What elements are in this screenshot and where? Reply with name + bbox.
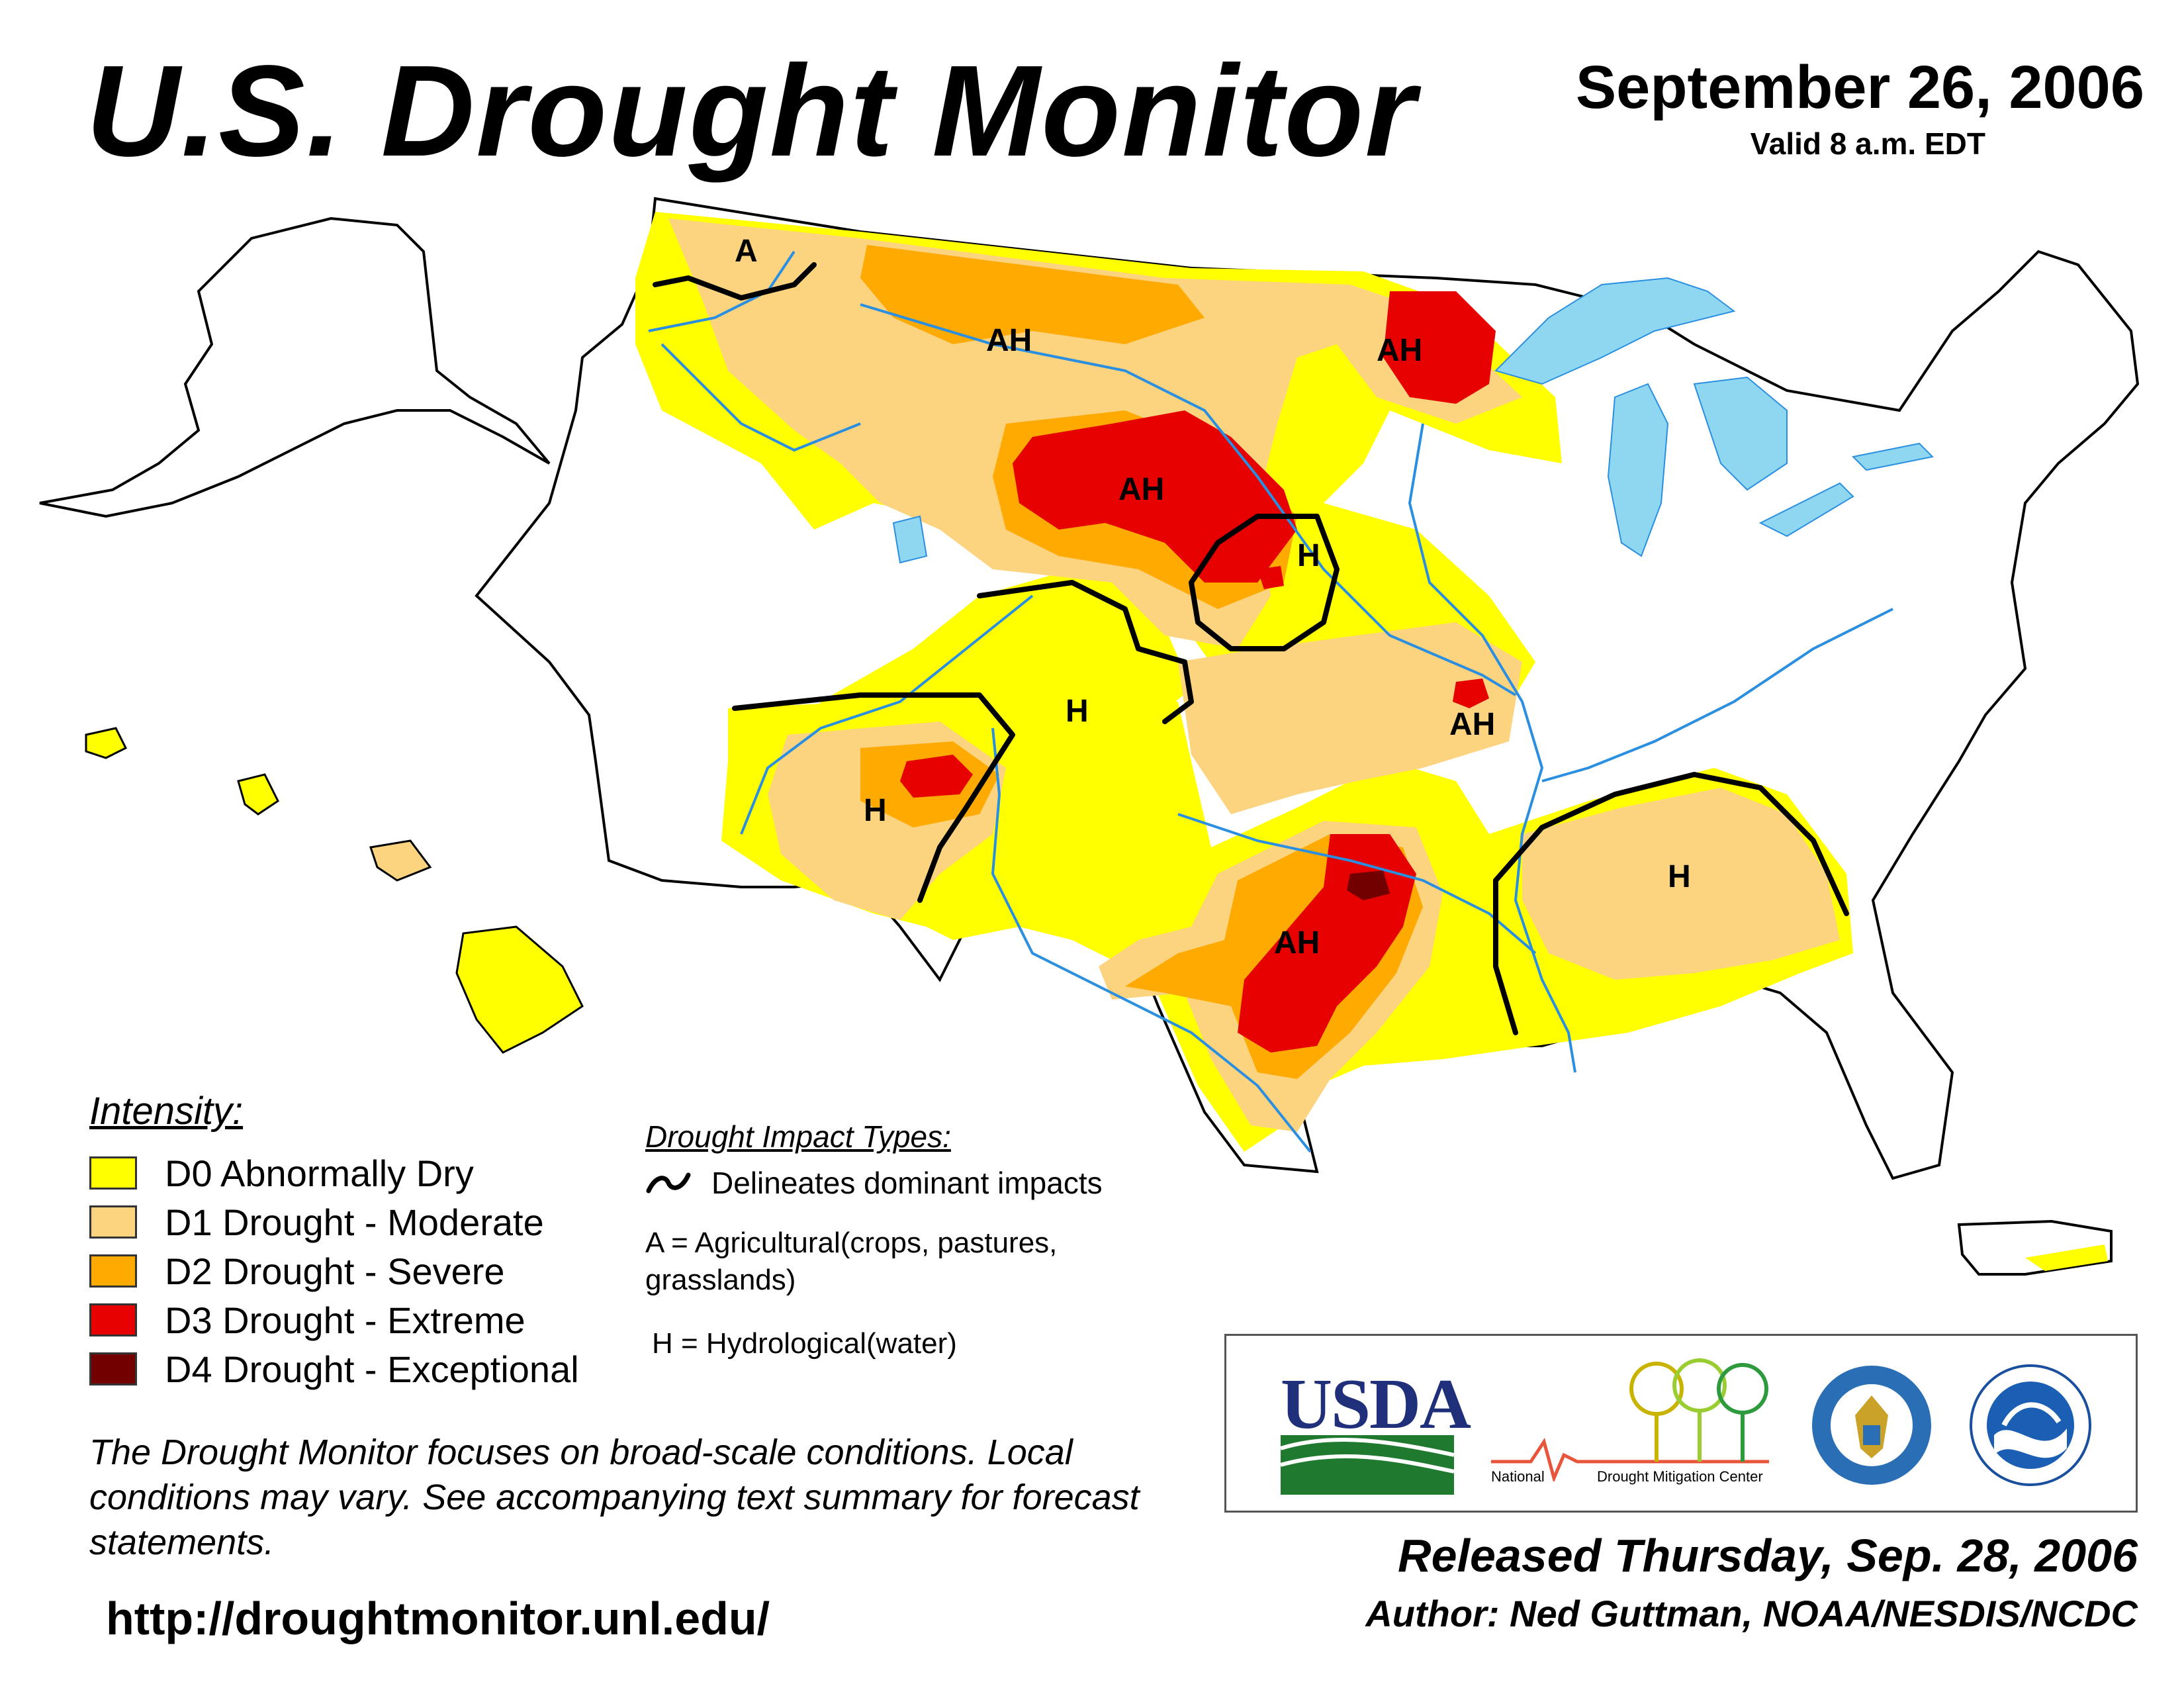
ndmc-name: Drought Mitigation Center [1597,1468,1763,1485]
impact-line-colorado [977,580,1194,724]
author-credit: Author: Ned Guttman, NOAA/NESDIS/NCDC [1365,1593,2138,1634]
impact-line-icon [646,1172,691,1194]
label-texas: AH [1274,925,1320,961]
hawaii [85,727,584,1054]
d2-area-north [860,245,1205,344]
legend-heading: Intensity: [89,1090,244,1133]
hawaii-big-island [455,925,584,1054]
map-date: September 26, 2006 [1575,54,2144,121]
label-colorado: H [1066,694,1089,729]
d3-area-minnesota [1383,291,1496,404]
puerto-rico-d0 [2025,1244,2108,1271]
legend-swatch [89,1352,137,1385]
mississippi-river [1408,423,1576,1073]
impact-line-delta [1493,878,1518,1035]
valid-time: Valid 8 a.m. EDT [1750,126,1985,161]
release-date: Released Thursday, Sep. 28, 2006 [1398,1530,2138,1581]
legend-label: D1 Drought - Moderate [165,1201,544,1243]
impact-line-nebraska [1189,514,1340,651]
label-dakotas: AH [1118,472,1164,507]
ndmc-trees-icon [1491,1358,1769,1481]
lake-erie [1758,482,1854,538]
rio-grande [991,727,1312,1153]
label-minnesota: AH [1377,333,1422,368]
label-montana: AH [986,323,1032,358]
lake-huron [1693,376,1788,491]
impact-lines [653,262,1849,1035]
partner-logos: USDA National Drought Mitigation Center [1224,1334,2138,1513]
legend-swatch [89,1254,137,1288]
legend-label: D3 Drought - Extreme [165,1299,525,1341]
label-nebraska: H [1297,538,1320,573]
label-pnw: A [735,234,758,269]
d4-area-oklahoma [1347,870,1390,900]
noaa-seal-icon [1970,1364,2091,1486]
d1-area-central [1178,622,1522,814]
legend-swatch [89,1303,137,1336]
d1-area-southeast [1522,788,1840,980]
alaska [39,216,551,518]
lake-ontario [1851,442,1934,471]
disclaimer-note: The Drought Monitor focuses on broad-sca… [89,1432,1140,1562]
legend-item-d2: D2 Drought - Severe [89,1246,579,1295]
legend-label: D4 Drought - Exceptional [165,1348,579,1390]
legend-item-d4: D4 Drought - Exceptional [89,1344,579,1393]
hawaii-maui [369,839,432,882]
legend-label: D0 Abnormally Dry [165,1152,474,1194]
impact-agricultural: A = Agricultural(crops, pastures, grassl… [645,1227,1058,1296]
columbia-river [648,250,796,332]
snake-river [660,343,861,452]
ndmc-prefix: National [1491,1468,1545,1485]
lake-superior [1494,277,1736,385]
ohio-river [1541,608,1893,782]
hawaii-kauai [85,727,128,759]
great-lakes [892,277,1934,564]
label-arizona: H [864,793,887,828]
lake-michigan [1607,383,1669,557]
drought-areas [635,212,1853,1152]
d3-area-new-mexico [900,755,973,798]
impact-line-north [653,262,817,301]
intensity-legend: D0 Abnormally Dry D1 Drought - Moderate … [89,1149,579,1393]
impact-hydrological: H = Hydrological(water) [652,1327,957,1360]
impact-line-southeast [1493,772,1849,916]
legend-label: D2 Drought - Severe [165,1250,505,1292]
great-salt-lake [892,515,928,564]
map-title: U.S. Drought Monitor [86,38,1417,183]
commerce-seal-icon [1812,1366,1931,1485]
d3-area-missouri [1453,679,1489,708]
impact-line-legend: Delineates dominant impacts [645,1165,1103,1201]
legend-swatch [89,1156,137,1190]
d3-area-nebraska [1257,566,1284,589]
website-link[interactable]: http://droughtmonitor.unl.edu/ [106,1593,770,1644]
missouri-river [860,303,1517,696]
impact-line-southwest [732,692,1015,903]
impact-types-heading: Drought Impact Types: [645,1119,951,1154]
legend-item-d1: D1 Drought - Moderate [89,1197,579,1246]
impact-line-label: Delineates dominant impacts [711,1166,1103,1200]
legend-swatch [89,1205,137,1239]
legend-item-d3: D3 Drought - Extreme [89,1295,579,1344]
usda-logo-text: USDA [1281,1365,1471,1444]
colorado-river [740,594,1034,835]
legend-item-d0: D0 Abnormally Dry [89,1149,579,1197]
label-southeast: H [1668,859,1691,894]
label-missouri: AH [1449,707,1495,742]
hawaii-oahu [237,773,279,816]
usda-hills-icon [1281,1435,1455,1495]
